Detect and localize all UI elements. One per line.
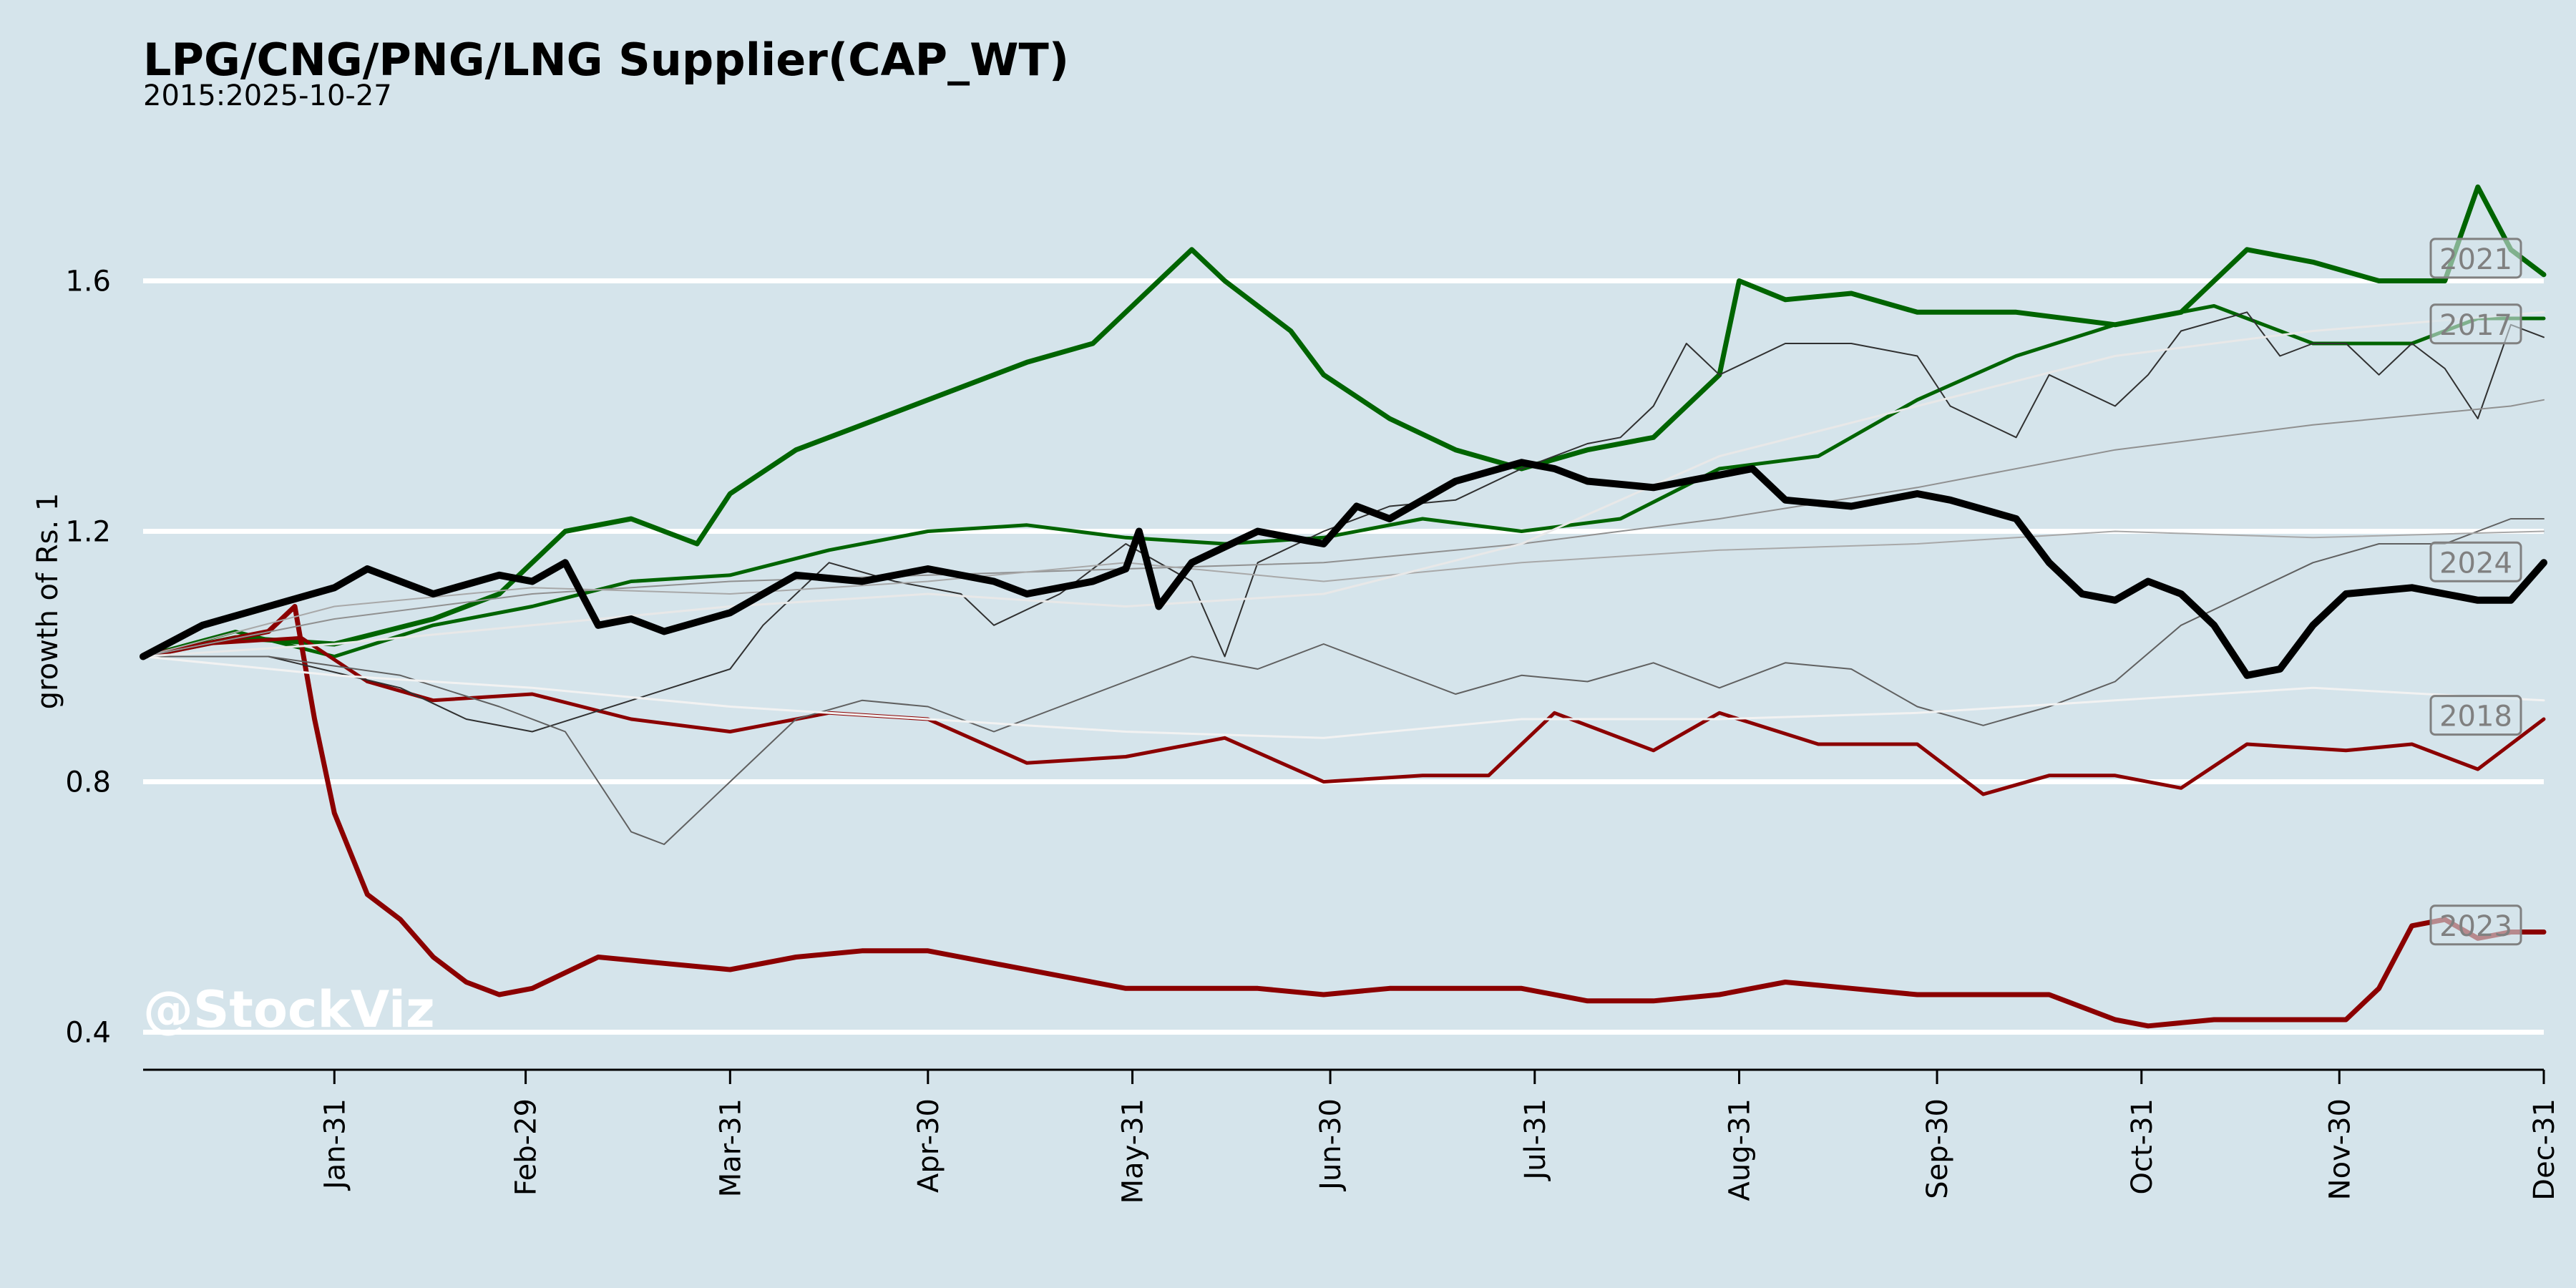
x-tick-label: Aug-31 xyxy=(1724,1098,1757,1201)
year-label-text: 2017 xyxy=(2439,309,2512,342)
x-tick-label: Sep-30 xyxy=(1921,1098,1954,1199)
year-label-text: 2018 xyxy=(2439,701,2512,733)
y-tick-label: 1.6 xyxy=(65,265,111,298)
chart-title: LPG/CNG/PNG/LNG Supplier(CAP_WT) xyxy=(143,34,1069,86)
year-label-text: 2021 xyxy=(2439,243,2512,276)
y-tick-label: 0.4 xyxy=(65,1017,111,1050)
x-tick-label: Jun-30 xyxy=(1314,1098,1347,1192)
year-label-2017: 2017 xyxy=(2429,303,2522,345)
year-label-box xyxy=(2429,695,2522,736)
chart-subtitle: 2015:2025-10-27 xyxy=(143,79,392,112)
series-line-2021 xyxy=(140,184,2547,659)
axes: 0.4 0.8 1.2 1.6 Jan-31 Feb-29 Mar-31 Apr-30 May-… xyxy=(65,265,2561,1204)
year-label-text: 2024 xyxy=(2439,547,2512,580)
year-label-2024: 2024 xyxy=(2429,541,2522,582)
series-lines xyxy=(140,184,2547,1029)
year-labels: 2021 2017 2024 2018 2023 xyxy=(2429,238,2522,946)
x-tick-label: Jan-31 xyxy=(318,1098,351,1191)
year-label-box xyxy=(2429,303,2522,345)
x-tick-label: Mar-31 xyxy=(714,1098,747,1197)
x-tick-label: Jul-31 xyxy=(1519,1098,1552,1182)
grid-lines xyxy=(143,278,2544,1035)
x-tick-label: Feb-29 xyxy=(510,1098,543,1196)
x-tick-label: Nov-30 xyxy=(2323,1098,2356,1200)
x-tick-label: Oct-31 xyxy=(2126,1098,2159,1195)
y-axis-label: growth of Rs. 1 xyxy=(31,493,64,710)
series-line-7 xyxy=(142,399,2545,658)
x-tick-label: Dec-31 xyxy=(2528,1098,2561,1201)
year-label-box xyxy=(2429,541,2522,582)
year-label-2021: 2021 xyxy=(2429,238,2522,279)
series-line-10 xyxy=(142,311,2545,658)
x-tick-label: May-31 xyxy=(1117,1098,1150,1204)
year-label-2018: 2018 xyxy=(2429,695,2522,736)
series-line-2024 xyxy=(140,459,2547,679)
series-line-2018 xyxy=(141,635,2546,796)
y-tick-label: 0.8 xyxy=(65,766,111,799)
year-label-box xyxy=(2429,238,2522,279)
year-label-box xyxy=(2429,904,2522,946)
series-line-5 xyxy=(142,311,2545,733)
series-line-6 xyxy=(142,518,2545,845)
x-tick-label: Apr-30 xyxy=(912,1098,945,1193)
series-line-9 xyxy=(142,655,2545,739)
series-line-8 xyxy=(142,530,2545,658)
series-line-2023 xyxy=(140,604,2547,1029)
year-label-2023: 2023 xyxy=(2429,904,2522,946)
series-line-2017 xyxy=(141,304,2546,658)
watermark: @StockViz xyxy=(143,980,435,1039)
y-tick-label: 1.2 xyxy=(65,516,111,549)
year-label-text: 2023 xyxy=(2439,910,2512,943)
